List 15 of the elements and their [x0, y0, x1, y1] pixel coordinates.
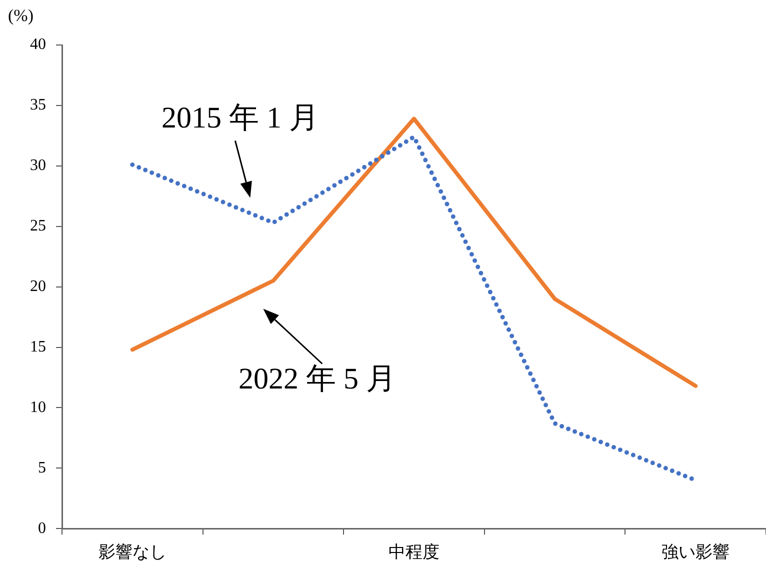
y-axis-title: (%)	[8, 6, 34, 26]
x-tick-label: 影響なし	[98, 542, 166, 562]
y-tick-label: 35	[30, 96, 46, 114]
series-label: 2022 年 5 月	[238, 362, 396, 396]
x-tick-label: 強い影響	[662, 542, 730, 562]
y-tick-label: 15	[30, 338, 46, 356]
y-tick-label: 0	[38, 520, 46, 537]
y-tick-label: 25	[30, 218, 46, 235]
y-tick-label: 20	[30, 278, 46, 296]
x-tick-label: 中程度	[388, 542, 440, 562]
y-tick-label: 5	[38, 459, 46, 476]
y-tick-label: 30	[30, 157, 46, 174]
y-tick-label: 40	[30, 36, 46, 54]
series-label: 2015 年 1 月	[161, 102, 319, 135]
y-tick-label: 10	[30, 398, 46, 416]
